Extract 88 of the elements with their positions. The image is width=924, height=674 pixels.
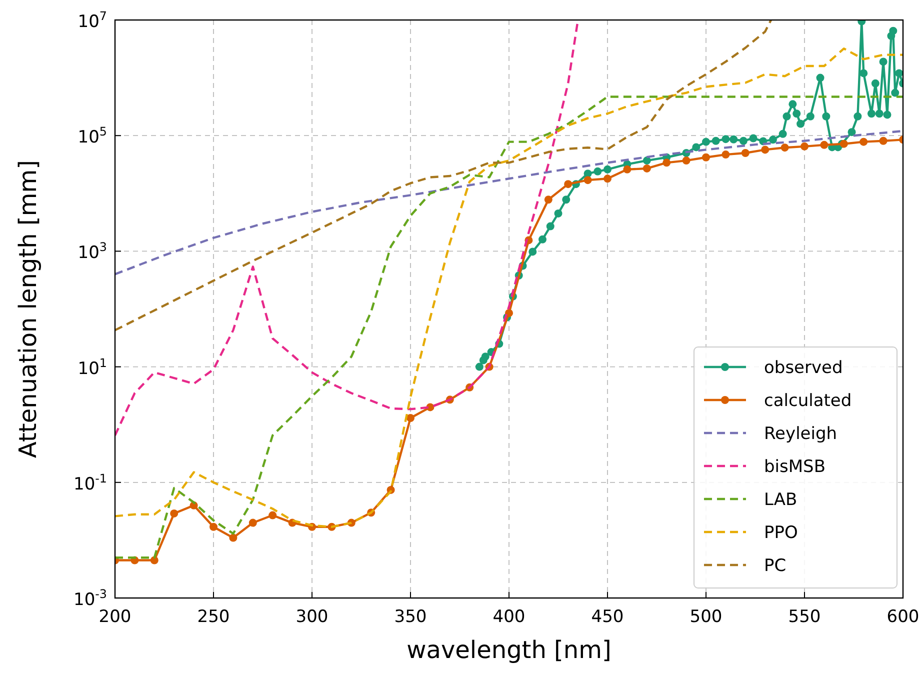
y-tick-label: 10$^{-3}$ [74, 587, 107, 610]
point [820, 140, 828, 149]
legend-label: PC [764, 556, 786, 576]
legend-label: observed [764, 358, 843, 378]
point [749, 134, 758, 142]
point [538, 235, 546, 244]
x-tick-label: 250 [197, 607, 230, 627]
point [871, 79, 880, 88]
point [594, 167, 602, 176]
legend-label: LAB [764, 490, 798, 510]
x-tick-label: 400 [492, 607, 526, 627]
point [879, 58, 888, 66]
point [883, 110, 892, 119]
point [800, 142, 808, 150]
point [860, 69, 868, 78]
point [768, 136, 777, 144]
y-tick-label: 10$^{5}$ [78, 124, 107, 148]
point [895, 69, 903, 78]
x-tick-label: 200 [98, 607, 132, 627]
point [248, 518, 257, 527]
point [889, 26, 898, 35]
point [816, 74, 824, 82]
point [642, 164, 651, 172]
point [860, 138, 868, 146]
x-tick-label: 450 [591, 607, 624, 627]
point [268, 511, 277, 520]
point [867, 110, 876, 118]
x-tick-label: 350 [394, 607, 427, 627]
y-tick-label: 10$^{-1}$ [74, 471, 107, 494]
point [712, 136, 720, 145]
point [554, 209, 562, 218]
point [546, 222, 554, 230]
point [528, 248, 537, 256]
point [782, 112, 791, 120]
point [662, 158, 671, 167]
point [505, 309, 513, 318]
point [475, 362, 484, 371]
line-series [115, 20, 772, 332]
point [879, 136, 888, 145]
y-tick-label: 10$^{7}$ [78, 9, 107, 32]
point [822, 112, 830, 120]
point [806, 112, 814, 120]
point [564, 180, 572, 188]
point [741, 149, 750, 157]
x-tick-label: 550 [788, 607, 821, 627]
point [692, 143, 700, 152]
x-axis-title: wavelength [nm] [406, 636, 612, 664]
point [406, 414, 414, 422]
y-tick-label: 10$^{1}$ [78, 356, 107, 379]
point [761, 146, 770, 154]
point [778, 130, 787, 138]
point [544, 196, 552, 204]
point [780, 144, 789, 152]
legend-label: Reyleigh [764, 424, 838, 444]
legend-label: calculated [764, 391, 852, 411]
point [210, 522, 218, 531]
point [702, 138, 710, 146]
point [623, 165, 632, 174]
point [170, 509, 178, 518]
point [604, 174, 612, 183]
point [848, 128, 856, 136]
x-tick-label: 300 [296, 607, 328, 627]
x-tick-label: 500 [690, 607, 722, 627]
point [702, 153, 710, 162]
point [642, 156, 651, 165]
point [481, 352, 490, 361]
y-tick-label: 10$^{3}$ [78, 240, 107, 264]
point [722, 135, 730, 144]
x-tick-label: 600 [886, 607, 920, 627]
legend-label: bisMSB [764, 457, 826, 477]
legend-label: PPO [764, 523, 798, 543]
line-series [115, 130, 903, 276]
point [604, 165, 612, 174]
point [875, 110, 884, 118]
point [682, 156, 690, 165]
point [730, 135, 738, 144]
y-axis-title: Attenuation length [mm] [14, 160, 42, 458]
point [722, 150, 730, 159]
point [562, 196, 570, 204]
point [739, 136, 748, 145]
point [788, 100, 797, 108]
point [584, 176, 592, 184]
point [792, 110, 801, 118]
point [891, 88, 900, 97]
point [854, 112, 862, 120]
point [150, 556, 158, 564]
point [229, 534, 238, 542]
point [796, 120, 805, 128]
